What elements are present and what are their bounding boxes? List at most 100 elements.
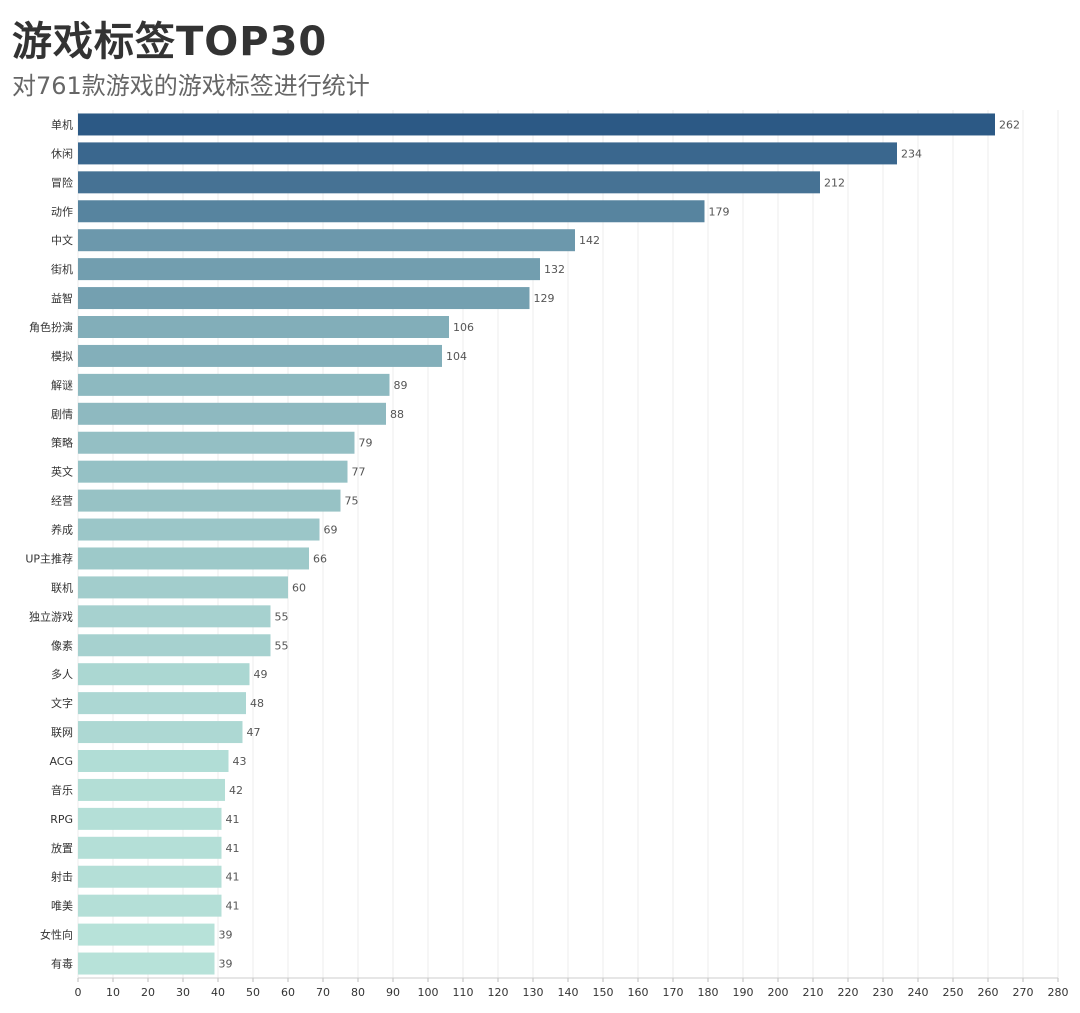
bar xyxy=(78,316,449,338)
x-tick-label: 90 xyxy=(386,986,400,999)
value-label: 104 xyxy=(446,350,467,363)
category-label: RPG xyxy=(50,813,73,826)
bar xyxy=(78,836,222,859)
x-tick-label: 140 xyxy=(558,986,579,999)
value-label: 55 xyxy=(275,639,289,652)
value-label: 55 xyxy=(275,610,289,623)
x-tick-label: 30 xyxy=(176,986,190,999)
bar xyxy=(78,200,705,223)
x-tick-label: 160 xyxy=(628,986,649,999)
bar xyxy=(78,171,820,194)
bar xyxy=(78,344,442,367)
x-tick-label: 0 xyxy=(75,986,82,999)
bar xyxy=(78,547,309,570)
value-label: 41 xyxy=(226,842,240,855)
category-label: UP主推荐 xyxy=(25,551,73,565)
value-label: 41 xyxy=(226,871,240,884)
x-tick-label: 250 xyxy=(943,986,964,999)
value-label: 75 xyxy=(345,495,359,508)
category-label: 联网 xyxy=(51,726,73,739)
value-label: 42 xyxy=(229,784,243,797)
bar xyxy=(78,460,348,483)
value-label: 48 xyxy=(250,697,264,710)
value-label: 77 xyxy=(352,466,366,479)
value-label: 234 xyxy=(901,147,922,160)
category-label: ACG xyxy=(49,755,73,768)
bar xyxy=(78,663,250,686)
bar xyxy=(78,605,271,628)
category-label: 联机 xyxy=(51,580,73,594)
x-tick-label: 180 xyxy=(698,986,719,999)
x-tick-label: 150 xyxy=(593,986,614,999)
value-label: 66 xyxy=(313,552,327,565)
category-label: 像素 xyxy=(51,639,73,652)
category-label: 街机 xyxy=(51,262,73,276)
category-label: 动作 xyxy=(51,205,73,218)
chart-title: 游戏标签TOP30 xyxy=(12,19,328,65)
bar xyxy=(78,576,288,599)
category-label: 经营 xyxy=(51,494,73,508)
category-label: 角色扮演 xyxy=(29,320,73,334)
bar xyxy=(78,692,246,715)
x-tick-label: 60 xyxy=(281,986,295,999)
value-label: 179 xyxy=(709,205,730,218)
x-tick-label: 70 xyxy=(316,986,330,999)
x-tick-label: 50 xyxy=(246,986,260,999)
value-label: 88 xyxy=(390,408,404,421)
bar xyxy=(78,952,215,975)
x-tick-label: 210 xyxy=(803,986,824,999)
bar xyxy=(78,865,222,888)
category-label: 养成 xyxy=(51,523,73,537)
category-label: 单机 xyxy=(51,117,73,131)
value-label: 39 xyxy=(219,958,233,971)
category-label: 剧情 xyxy=(51,408,73,421)
value-labels: 262 234 212 179 142 132 129 106 104 89 88 79 77 75 69 6… xyxy=(219,118,1021,970)
value-label: 89 xyxy=(394,379,408,392)
chart-subtitle: 对761款游戏的游戏标签进行统计 xyxy=(12,72,370,100)
bar xyxy=(78,258,540,281)
value-label: 79 xyxy=(359,437,373,450)
grid-lines xyxy=(77,110,1059,978)
value-label: 43 xyxy=(233,755,247,768)
bar xyxy=(78,402,386,425)
category-label: 文字 xyxy=(51,696,73,710)
x-tick-label: 190 xyxy=(733,986,754,999)
value-label: 41 xyxy=(226,813,240,826)
value-label: 47 xyxy=(247,726,261,739)
bar xyxy=(78,807,222,830)
x-tick-label: 80 xyxy=(351,986,365,999)
category-label: 音乐 xyxy=(51,783,73,797)
value-label: 41 xyxy=(226,900,240,913)
value-label: 262 xyxy=(999,118,1020,131)
x-tick-label: 280 xyxy=(1048,986,1069,999)
value-label: 49 xyxy=(254,668,268,681)
category-label: 英文 xyxy=(51,465,73,479)
bar xyxy=(78,894,222,917)
value-label: 106 xyxy=(453,321,474,334)
bar xyxy=(78,229,575,252)
category-label: 冒险 xyxy=(51,175,73,189)
x-tick-label: 230 xyxy=(873,986,894,999)
x-tick-label: 20 xyxy=(141,986,155,999)
x-tick-label: 200 xyxy=(768,986,789,999)
x-tick-label: 40 xyxy=(211,986,225,999)
bar xyxy=(78,750,229,772)
x-tick-label: 130 xyxy=(523,986,544,999)
value-label: 129 xyxy=(534,292,555,305)
category-label: 解谜 xyxy=(51,378,73,392)
bar xyxy=(78,634,271,657)
bar xyxy=(78,923,215,946)
bar xyxy=(78,721,243,744)
category-label: 中文 xyxy=(51,233,73,247)
x-tick-label: 10 xyxy=(106,986,120,999)
bar xyxy=(78,489,341,512)
category-label: 策略 xyxy=(51,436,73,450)
x-tick-label: 240 xyxy=(908,986,929,999)
category-label: 有毒 xyxy=(51,957,73,971)
category-label: 益智 xyxy=(51,291,73,305)
category-label: 独立游戏 xyxy=(29,609,73,623)
bar xyxy=(78,142,897,165)
value-label: 142 xyxy=(579,234,600,247)
category-label: 射击 xyxy=(51,870,73,884)
